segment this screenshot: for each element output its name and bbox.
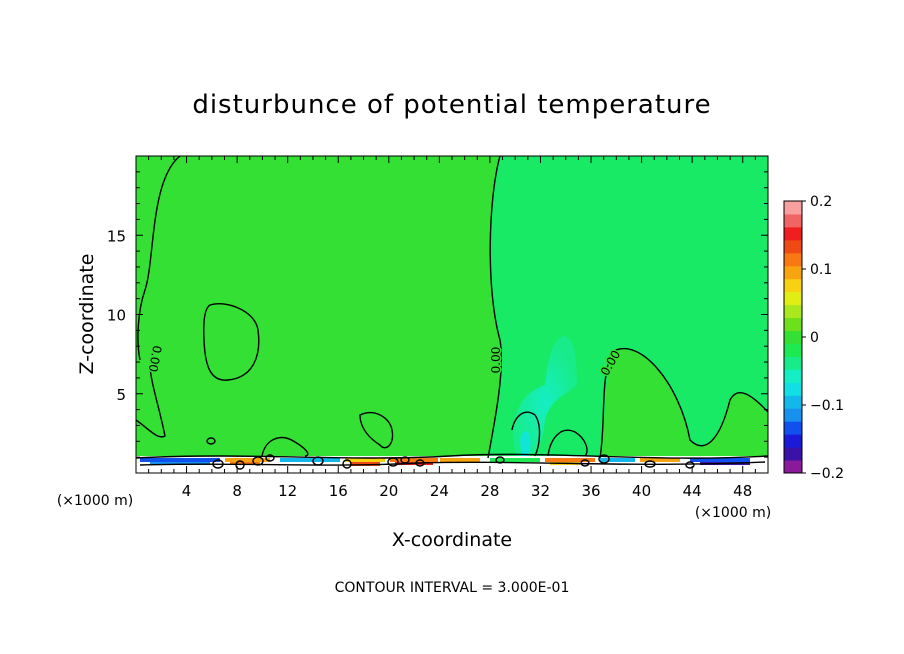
colorbar-tick-label: 0	[810, 330, 819, 346]
colorbar-swatch	[784, 304, 802, 319]
colorbar-swatch	[784, 278, 802, 293]
x-tick-label: 48	[733, 482, 752, 500]
x-tick-label: 28	[480, 482, 499, 500]
chart-title: disturbunce of potential temperature	[192, 90, 711, 120]
colorbar-tick-label: −0.2	[810, 466, 844, 482]
x-tick-label: 8	[232, 482, 242, 500]
colorbar-swatch	[784, 408, 802, 422]
colorbar-tick-label: 0.2	[810, 194, 832, 210]
x-tick-label: 32	[531, 482, 550, 500]
colorbar-tick-label: −0.1	[810, 398, 844, 414]
colorbar-swatch	[784, 317, 802, 332]
y-axis-label: Z-coordinate	[76, 254, 98, 375]
colorbar-swatch	[784, 421, 802, 435]
x-axis-label: X-coordinate	[392, 529, 512, 551]
x-axis: 4 8 12 16 20 24 28 32 36 40 44 48	[148, 156, 756, 500]
cold-core	[513, 336, 577, 458]
colorbar-swatch	[784, 447, 802, 461]
y-tick-label: 5	[116, 386, 126, 404]
colorbar-swatch	[784, 201, 802, 215]
x-tick-label: 16	[329, 482, 348, 500]
y-axis: 5 10 15	[107, 171, 768, 458]
colorbar: 0.2 0.1 0 −0.1 −0.2	[783, 194, 844, 482]
colorbar-swatch	[784, 356, 802, 370]
colorbar-swatch	[784, 369, 802, 383]
colorbar-tick-label: 0.1	[810, 262, 832, 278]
colorbar-swatch	[784, 343, 802, 357]
colorbar-swatch	[784, 330, 802, 344]
colorbar-swatch	[784, 239, 802, 254]
colorbar-swatch	[784, 434, 802, 448]
x-axis-unit: (×1000 m)	[695, 505, 771, 521]
contour-lines	[136, 156, 768, 470]
cold-core-center	[520, 431, 531, 458]
x-tick-label: 20	[379, 482, 398, 500]
x-tick-label: 36	[581, 482, 600, 500]
colorbar-swatch	[784, 252, 802, 267]
colorbar-swatch	[784, 226, 802, 241]
y-tick-label: 10	[107, 307, 126, 325]
colorbar-swatch	[784, 213, 802, 228]
contour-interval-note: CONTOUR INTERVAL = 3.000E-01	[335, 580, 570, 596]
x-tick-label: 12	[278, 482, 297, 500]
colorbar-swatch	[784, 395, 802, 409]
colorbar-swatch	[784, 265, 802, 280]
colorbar-swatch	[784, 460, 802, 474]
x-tick-label: 44	[683, 482, 702, 500]
y-axis-unit: (×1000 m)	[57, 493, 133, 509]
contour-label: 0.00	[146, 344, 164, 373]
colorbar-swatch	[784, 382, 802, 396]
x-tick-label: 24	[430, 482, 449, 500]
plot-area: 0.00 0.00 0.00	[136, 156, 768, 473]
x-tick-label: 4	[182, 482, 192, 500]
colorbar-swatch	[784, 291, 802, 306]
x-tick-label: 40	[632, 482, 651, 500]
y-tick-label: 15	[107, 227, 126, 245]
contour-label: 0.00	[489, 347, 503, 374]
